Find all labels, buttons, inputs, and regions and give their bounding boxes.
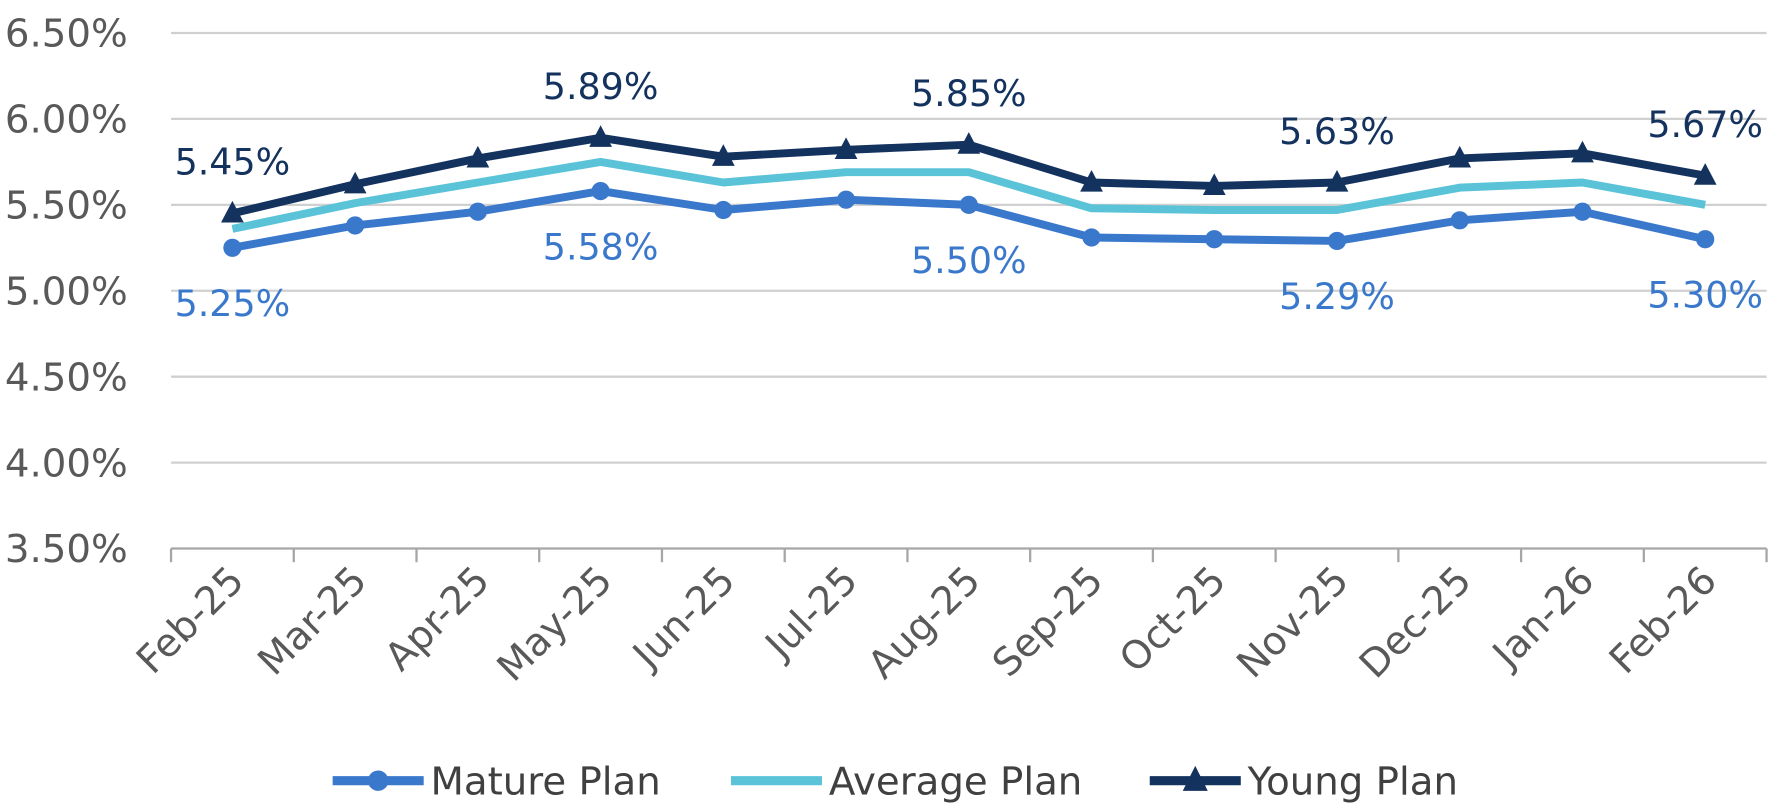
legend-label-mature-plan: Mature Plan: [431, 759, 661, 804]
young-plan-data-label: 5.45%: [175, 141, 291, 184]
y-axis: 3.50% 4.00% 4.50% 5.00% 5.50% 6.00% 6.50%: [5, 12, 128, 573]
mature-plan-point: [1082, 228, 1101, 247]
mature-plan-point: [836, 190, 856, 209]
mature-plan-point: [1573, 202, 1592, 221]
mature-plan-data-label: 5.50%: [911, 239, 1027, 282]
y-tick-label: 5.50%: [5, 184, 128, 229]
series-lines: [221, 125, 1717, 257]
legend-label-average-plan: Average Plan: [829, 759, 1082, 804]
x-tick-label: Dec-25: [1351, 558, 1480, 687]
mature-plan-point: [1696, 230, 1715, 249]
young-plan-data-label: 5.63%: [1279, 110, 1395, 153]
young-plan-point: [957, 132, 981, 154]
y-tick-label: 6.00%: [5, 98, 128, 143]
x-tick-label: Mar-25: [249, 558, 375, 684]
legend-marker-young-plan: [1182, 765, 1208, 791]
x-tick-label: Oct-25: [1111, 558, 1235, 682]
mature-plan-point: [346, 216, 365, 235]
young-plan-point: [1080, 169, 1103, 192]
young-plan-point: [1202, 173, 1226, 196]
y-tick-label: 4.50%: [5, 355, 128, 400]
young-plan-data-label: 5.89%: [543, 65, 659, 108]
young-plan-point: [1325, 169, 1349, 192]
young-plan-point: [589, 125, 612, 147]
x-tick-label: Apr-25: [377, 558, 499, 680]
young-plan-point: [466, 145, 490, 168]
mature-plan-point: [1450, 211, 1469, 230]
x-tick-label: May-25: [489, 558, 622, 691]
young-plan-point: [834, 137, 858, 159]
legend-label-young-plan: Young Plan: [1247, 759, 1458, 804]
legend: Mature Plan Average Plan Young Plan: [332, 759, 1458, 804]
mature-plan-point: [959, 195, 978, 214]
mature-plan-data-label: 5.29%: [1279, 275, 1395, 318]
mature-plan-point: [591, 181, 610, 201]
young-plan-point: [1693, 163, 1717, 185]
young-plan-point: [343, 171, 367, 194]
x-tick-label: Sep-25: [984, 558, 1112, 686]
mature-plan-point: [223, 238, 242, 257]
young-plan-data-label: 5.67%: [1647, 103, 1763, 146]
x-tick-label: Nov-25: [1229, 558, 1358, 687]
mature-plan-point: [468, 202, 487, 221]
mature-plan-point: [1327, 231, 1347, 251]
x-tick-label: Jan-26: [1483, 558, 1603, 678]
x-tick-label: Feb-26: [1601, 558, 1726, 683]
young-plan-point: [1448, 145, 1472, 168]
young-plan-point: [1571, 140, 1594, 163]
young-plan-data-label: 5.85%: [911, 72, 1027, 115]
y-tick-label: 5.00%: [5, 269, 128, 314]
mature-plan-point: [1205, 230, 1224, 249]
young-plan-point: [711, 144, 735, 166]
x-tick-label: Aug-25: [860, 558, 990, 688]
x-tick-label: Jun-25: [623, 558, 744, 679]
young-plan-point: [221, 200, 244, 223]
mature-plan-data-label: 5.25%: [175, 282, 291, 325]
data-labels: 5.25% 5.58% 5.50% 5.29% 5.30% 5.45% 5.89% 5.85%…: [175, 65, 1763, 325]
mature-plan-data-label: 5.30%: [1647, 273, 1763, 316]
mature-plan-point: [714, 200, 733, 220]
average-plan-line: [231, 157, 1706, 233]
mature-plan-data-label: 5.58%: [543, 225, 659, 268]
legend-marker-mature-plan: [367, 770, 389, 791]
gridlines: [171, 31, 1767, 464]
x-tick-label: Jul-25: [756, 558, 867, 669]
x-tick-label: Feb-25: [128, 558, 253, 683]
y-tick-label: 4.00%: [5, 441, 128, 486]
y-tick-label: 6.50%: [5, 12, 128, 57]
y-tick-label: 3.50%: [5, 527, 128, 572]
